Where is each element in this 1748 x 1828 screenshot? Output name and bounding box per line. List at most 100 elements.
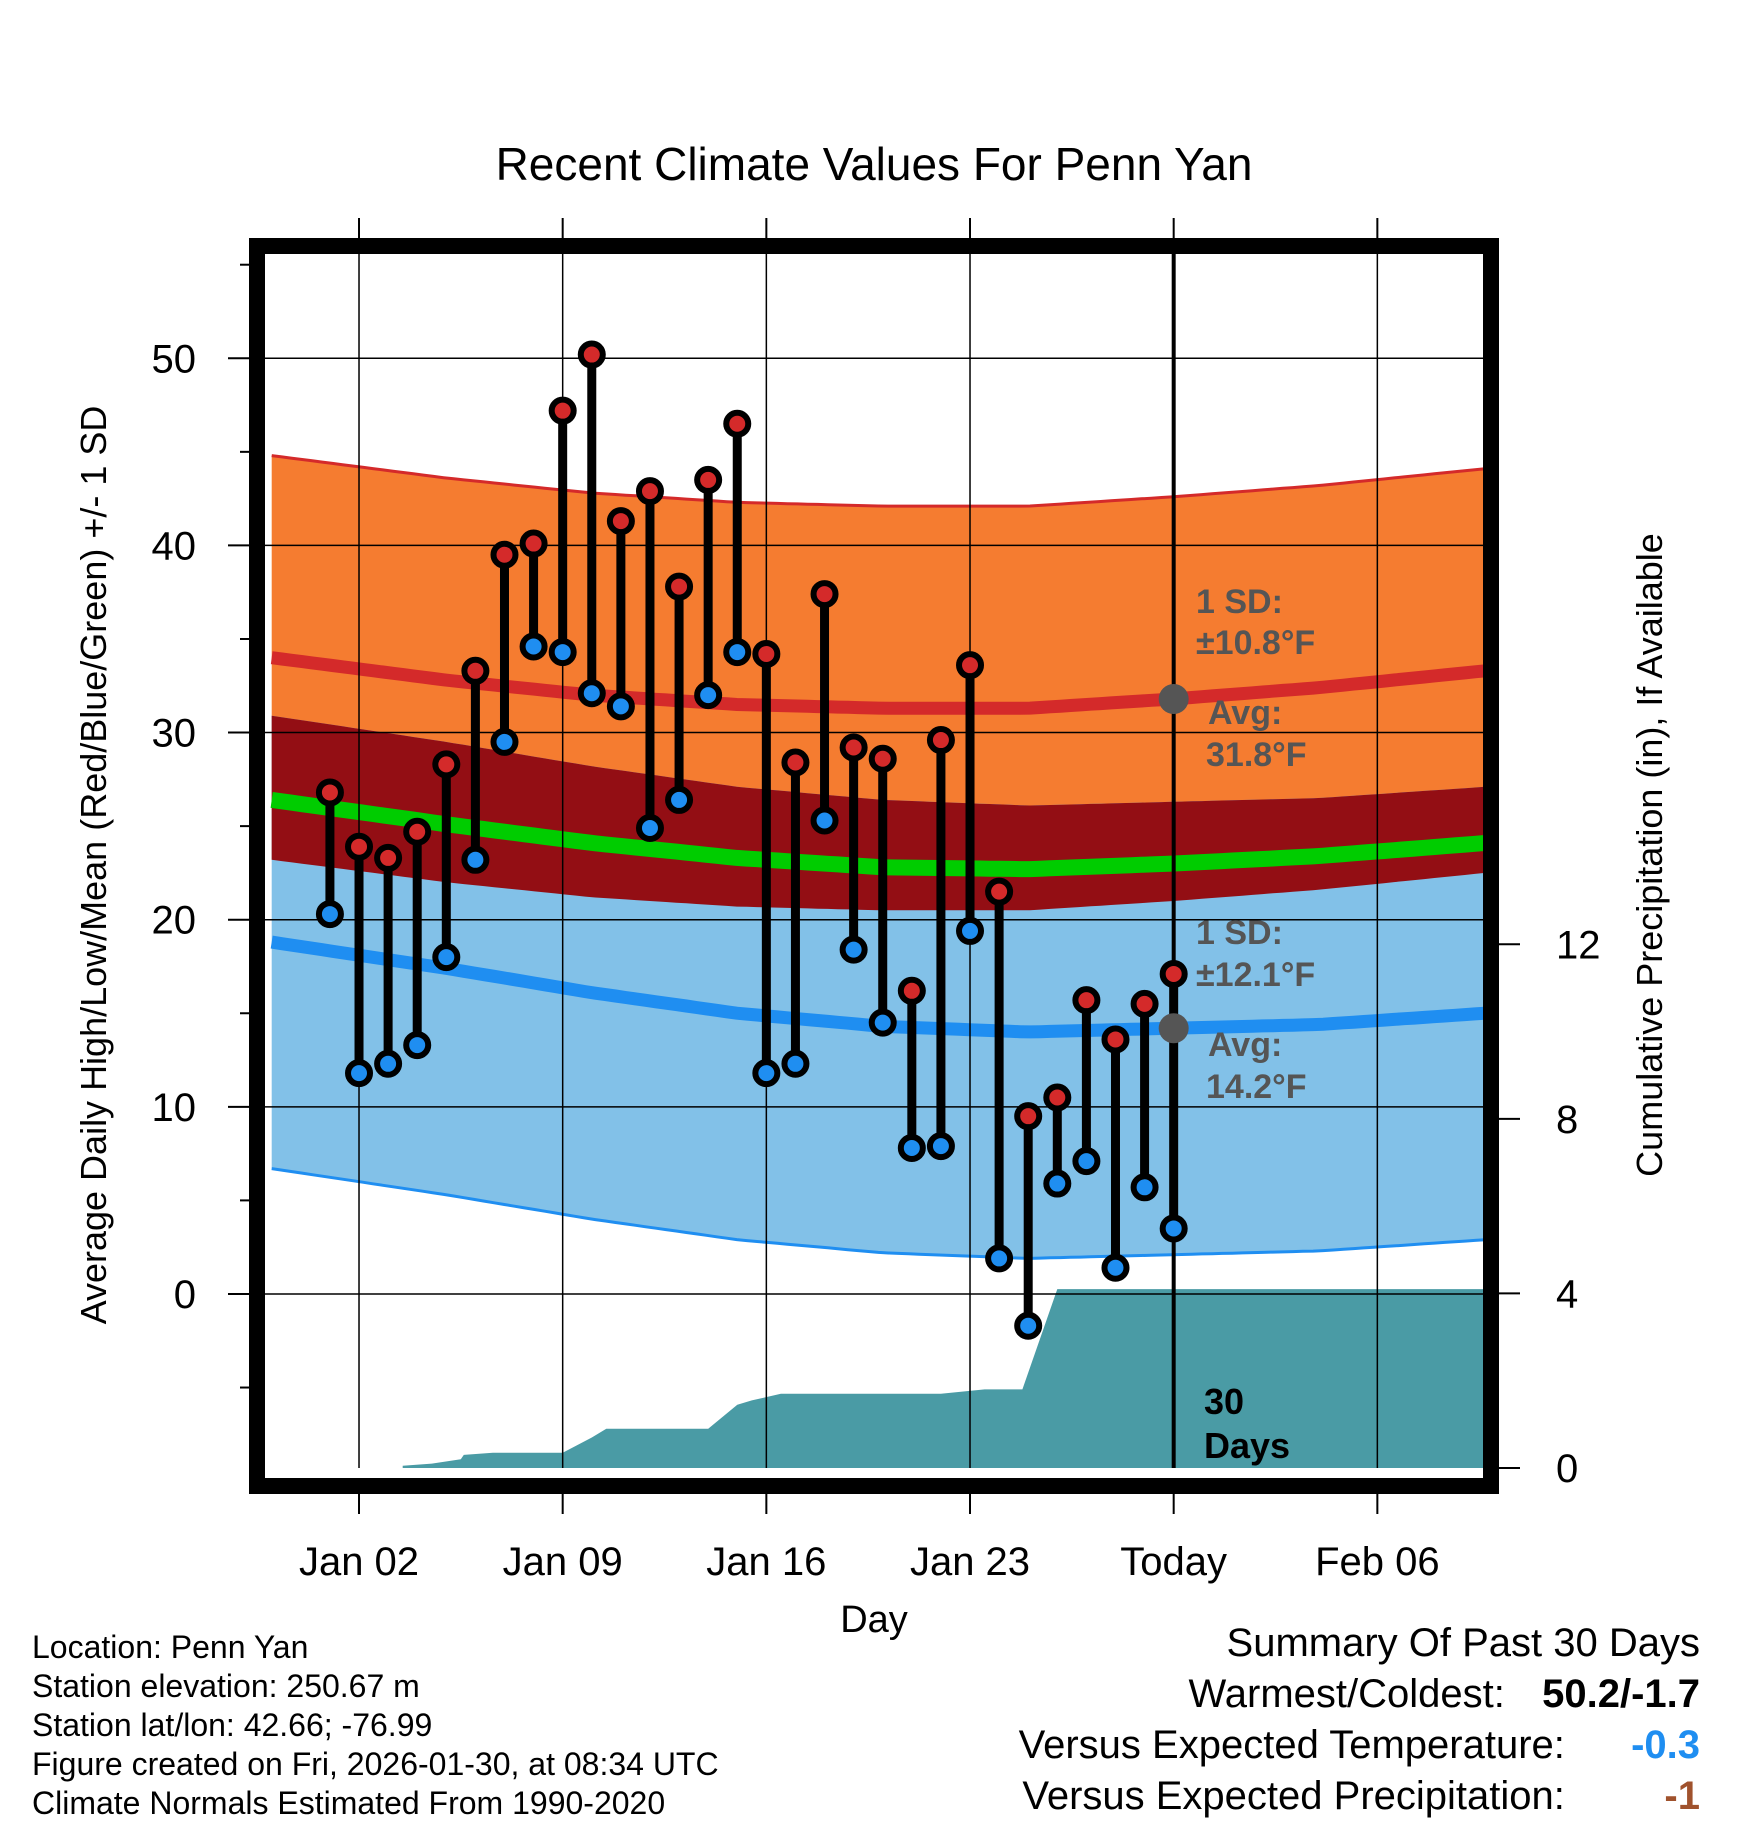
daily-high-point [1014, 1102, 1043, 1131]
y-tick-label: 40 [152, 524, 197, 568]
x-axis-label: Day [840, 1599, 908, 1641]
daily-low-point [1014, 1311, 1043, 1340]
daily-high-point [1101, 1025, 1130, 1054]
low-sd-value: ±12.1°F [1196, 956, 1315, 994]
summary-panel: Summary Of Past 30 Days Warmest/Coldest:… [1019, 1618, 1700, 1822]
daily-low-point [606, 692, 635, 721]
daily-high-point [810, 580, 839, 609]
annotations: 1 SD: ±10.8°F Avg: 31.8°F 1 SD: ±12.1°F … [1158, 583, 1315, 1466]
y-tick-label: 0 [174, 1273, 196, 1317]
summary-title: Summary Of Past 30 Days [1226, 1621, 1700, 1665]
daily-high-point [315, 778, 344, 807]
y2-tick-label: 12 [1556, 923, 1601, 967]
daily-high-point [374, 843, 403, 872]
daily-high-point [839, 733, 868, 762]
plot-frame [249, 238, 1499, 1494]
temp-vs-expected-label: Versus Expected Temperature: [1018, 1723, 1565, 1767]
x-tick-label: Jan 16 [706, 1540, 826, 1584]
daily-high-point [1159, 959, 1188, 988]
daily-low-point [810, 806, 839, 835]
daily-high-point [519, 529, 548, 558]
low-avg-label: Avg: [1208, 1026, 1282, 1064]
summary-temp-row: Versus Expected Temperature: -0.3 [1019, 1720, 1700, 1771]
daily-low-point [548, 638, 577, 667]
daily-low-point [956, 916, 985, 945]
daily-low-point [897, 1133, 926, 1162]
warmest-coldest-value: 50.2/-1.7 [1542, 1672, 1700, 1716]
daily-low-point [985, 1244, 1014, 1273]
daily-high-point [956, 651, 985, 680]
precipitation-area [271, 1289, 1485, 1468]
warmest-coldest-label: Warmest/Coldest: [1188, 1672, 1505, 1716]
daily-high-point [752, 639, 781, 668]
high-avg-label: Avg: [1208, 694, 1282, 732]
daily-low-point [1043, 1169, 1072, 1198]
daily-high-point [985, 877, 1014, 906]
daily-low-point [694, 681, 723, 710]
daily-high-point [1072, 986, 1101, 1015]
daily-low-point [839, 935, 868, 964]
daily-low-point [1159, 1214, 1188, 1243]
high-sd-label: 1 SD: [1196, 583, 1283, 621]
daily-high-low-series [315, 340, 1188, 1340]
low-lower-sd-line [271, 1167, 1485, 1260]
daily-high-point [723, 409, 752, 438]
daily-low-point [1130, 1173, 1159, 1202]
low-sd-label: 1 SD: [1196, 914, 1283, 952]
x-tick-label: Feb 06 [1315, 1540, 1440, 1584]
y2-tick-label: 8 [1556, 1098, 1578, 1142]
chart-title: Recent Climate Values For Penn Yan [496, 138, 1253, 190]
daily-low-point [1072, 1147, 1101, 1176]
summary-precip-row: Versus Expected Precipitation: -1 [1019, 1771, 1700, 1822]
y-tick-label: 30 [152, 712, 197, 756]
low-avg-value: 14.2°F [1206, 1068, 1307, 1106]
y-tick-label: 50 [152, 337, 197, 381]
days-count: 30 [1204, 1381, 1244, 1422]
x-tick-label: Jan 02 [299, 1540, 419, 1584]
daily-low-point [1101, 1253, 1130, 1282]
daily-high-point [1043, 1083, 1072, 1112]
daily-low-point [461, 845, 490, 874]
y2-tick-label: 0 [1556, 1447, 1578, 1491]
daily-low-point [665, 785, 694, 814]
high-avg-value: 31.8°F [1206, 736, 1307, 774]
daily-high-point [461, 656, 490, 685]
daily-high-point [868, 744, 897, 773]
temp-vs-expected-value: -0.3 [1631, 1723, 1700, 1767]
daily-high-point [490, 540, 519, 569]
x-tick-label: Today [1120, 1540, 1227, 1584]
y-tick-label: 20 [152, 899, 197, 943]
info-created: Figure created on Fri, 2026-01-30, at 08… [32, 1746, 719, 1782]
daily-low-point [926, 1132, 955, 1161]
daily-low-point [490, 727, 519, 756]
precip-vs-expected-label: Versus Expected Precipitation: [1022, 1774, 1565, 1818]
daily-high-point [432, 750, 461, 779]
daily-low-point [403, 1031, 432, 1060]
daily-high-point [694, 465, 723, 494]
info-elevation: Station elevation: 250.67 m [32, 1668, 420, 1704]
daily-high-point [577, 340, 606, 369]
station-info: Location: Penn Yan Station elevation: 25… [32, 1628, 719, 1823]
daily-low-point [635, 813, 664, 842]
high-upper-sd-line [271, 454, 1485, 508]
days-label: Days [1204, 1425, 1290, 1466]
daily-high-point [1130, 989, 1159, 1018]
daily-high-point [897, 976, 926, 1005]
y-tick-label: 10 [152, 1086, 197, 1130]
y-axis-label: Average Daily High/Low/Mean (Red/Blue/Gr… [73, 406, 114, 1325]
daily-low-point [519, 632, 548, 661]
precipitation-fill [271, 1289, 1485, 1468]
summary-warmest-coldest-row: Warmest/Coldest: 50.2/-1.7 [1019, 1669, 1701, 1720]
daily-high-point [781, 748, 810, 777]
y2-tick-label: 4 [1556, 1272, 1578, 1316]
x-tick-label: Jan 09 [503, 1540, 623, 1584]
daily-high-point [403, 817, 432, 846]
y2-axis-label: Cumulative Precipitation (in), If Availa… [1629, 533, 1670, 1177]
daily-low-point [374, 1049, 403, 1078]
high-sd-value: ±10.8°F [1196, 624, 1315, 662]
daily-high-point [606, 507, 635, 536]
daily-low-point [345, 1059, 374, 1088]
daily-low-point [752, 1059, 781, 1088]
